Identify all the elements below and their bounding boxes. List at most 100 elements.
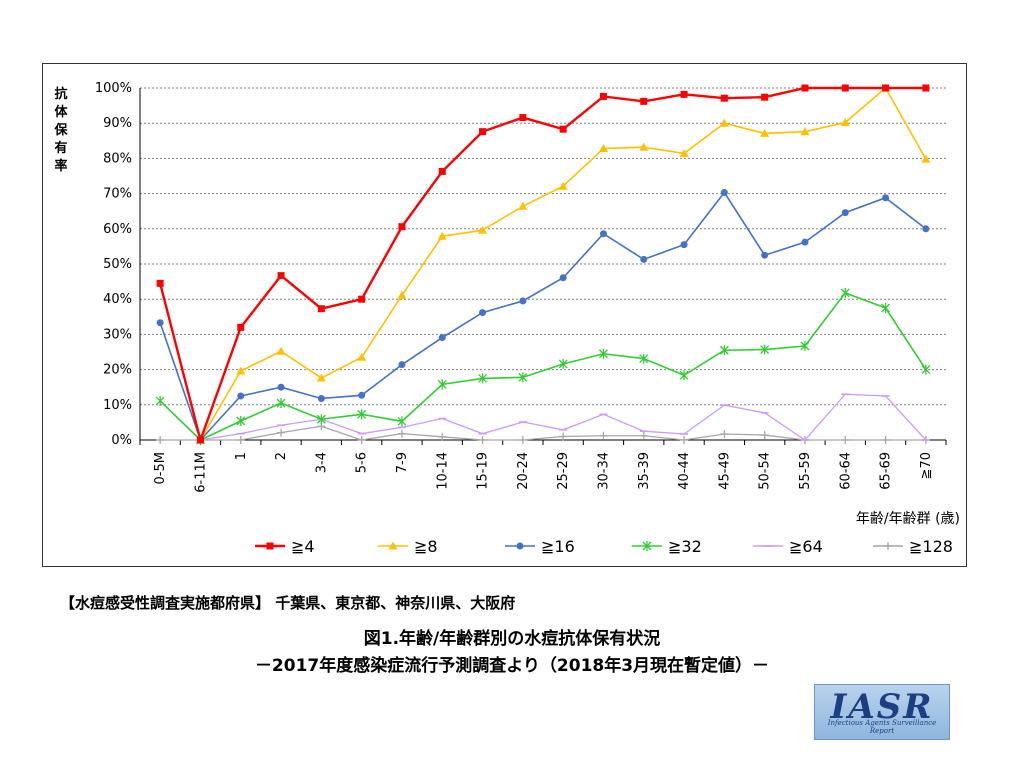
data-point bbox=[921, 364, 931, 375]
data-point bbox=[801, 238, 809, 246]
data-point bbox=[599, 431, 608, 440]
data-point bbox=[276, 398, 286, 409]
series-line bbox=[159, 191, 927, 442]
y-axis-label: 抗体保有率 bbox=[53, 86, 69, 176]
data-point bbox=[840, 117, 850, 126]
data-point bbox=[316, 373, 326, 382]
data-point bbox=[882, 194, 890, 202]
x-tick-label: 5-6 bbox=[355, 452, 370, 473]
data-point bbox=[277, 272, 285, 280]
series-1 bbox=[156, 84, 930, 445]
data-point bbox=[761, 251, 769, 259]
data-point bbox=[277, 383, 285, 391]
data-point bbox=[761, 93, 769, 101]
data-point bbox=[881, 303, 891, 313]
iasr-logo: IASR Infectious Agents Surveillance Repo… bbox=[814, 684, 950, 740]
legend-label: ≧16 bbox=[541, 537, 575, 556]
data-point bbox=[559, 274, 567, 282]
data-point bbox=[156, 319, 164, 327]
data-point bbox=[720, 189, 728, 197]
data-point bbox=[922, 225, 930, 233]
x-tick-label: 55-59 bbox=[798, 452, 813, 490]
data-point bbox=[882, 84, 890, 92]
x-tick-label: 65-69 bbox=[879, 452, 894, 490]
data-point bbox=[317, 305, 325, 313]
data-point bbox=[720, 94, 728, 102]
y-tick-label: 80% bbox=[103, 151, 132, 166]
survey-prefectures-caption: 【水痘感受性調査実施都府県】 千葉県、東京都、神奈川県、大阪府 bbox=[60, 594, 516, 612]
data-point bbox=[801, 84, 809, 92]
x-tick-label: 20-24 bbox=[516, 452, 531, 490]
data-point bbox=[518, 372, 528, 383]
logo-main-text: IASR bbox=[830, 687, 934, 727]
x-tick-label: 3-4 bbox=[314, 452, 329, 473]
data-point bbox=[518, 436, 527, 444]
data-point bbox=[760, 128, 770, 137]
legend: ≧4 ≧8 ≧16 ≧32 ≧64 ≧128 bbox=[255, 537, 953, 556]
data-point bbox=[358, 391, 366, 399]
y-tick-label: 50% bbox=[103, 257, 132, 272]
series-line bbox=[160, 425, 926, 441]
data-point bbox=[388, 541, 398, 550]
y-axis-label-char: 抗 bbox=[54, 87, 68, 102]
data-point bbox=[558, 181, 568, 190]
data-point bbox=[679, 148, 689, 157]
data-point bbox=[640, 255, 648, 263]
chart-frame bbox=[42, 63, 967, 567]
data-point bbox=[841, 209, 849, 217]
y-tick-label: 0% bbox=[111, 433, 132, 448]
data-point bbox=[398, 223, 406, 231]
data-point bbox=[719, 118, 729, 127]
legend-item: ≧4 bbox=[255, 537, 315, 556]
data-point bbox=[277, 428, 286, 437]
data-point bbox=[841, 436, 850, 444]
data-point bbox=[639, 142, 649, 151]
legend-label: ≧8 bbox=[414, 537, 438, 556]
data-point bbox=[884, 542, 892, 550]
x-tick-label: 10-14 bbox=[435, 452, 450, 490]
x-tick-label: 15-19 bbox=[476, 452, 491, 490]
y-tick-label: 10% bbox=[103, 398, 132, 413]
y-tick-label: 30% bbox=[103, 327, 132, 342]
data-point bbox=[479, 128, 487, 136]
data-point bbox=[438, 432, 447, 441]
data-point bbox=[598, 348, 608, 359]
data-point bbox=[921, 154, 931, 163]
data-point bbox=[316, 414, 326, 425]
series-2 bbox=[195, 83, 931, 444]
data-point bbox=[438, 167, 446, 175]
data-point bbox=[558, 358, 568, 369]
x-tick-label: 30-34 bbox=[596, 452, 611, 490]
x-tick-label: 35-39 bbox=[637, 452, 652, 490]
data-point bbox=[516, 542, 524, 550]
data-point bbox=[236, 366, 246, 375]
data-point bbox=[155, 395, 165, 406]
x-tick-label: 60-64 bbox=[838, 452, 853, 490]
x-tick-label: 0-5M bbox=[153, 452, 168, 484]
legend-item: ≧16 bbox=[505, 537, 575, 556]
y-tick-label: 100% bbox=[95, 81, 132, 96]
data-point bbox=[598, 144, 608, 153]
y-axis-label-char: 有 bbox=[54, 141, 68, 156]
data-point bbox=[840, 287, 850, 298]
data-point bbox=[518, 201, 528, 210]
y-axis-label-char: 率 bbox=[54, 159, 68, 174]
data-point bbox=[720, 430, 729, 439]
data-point bbox=[397, 290, 407, 299]
series-4 bbox=[155, 287, 931, 445]
data-point bbox=[236, 415, 246, 426]
data-point bbox=[559, 125, 567, 133]
data-point bbox=[719, 345, 729, 356]
logo-sub-text: Infectious Agents Surveillance Report bbox=[827, 719, 937, 735]
data-point bbox=[237, 323, 245, 331]
data-point bbox=[397, 416, 407, 427]
legend-item: ≧8 bbox=[378, 537, 438, 556]
x-tick-label: 45-49 bbox=[717, 452, 732, 490]
legend-item: ≧128 bbox=[873, 537, 953, 556]
data-point bbox=[599, 230, 607, 238]
data-point bbox=[519, 114, 527, 122]
data-point bbox=[437, 231, 447, 240]
series-line bbox=[158, 86, 926, 445]
data-point bbox=[760, 431, 769, 440]
